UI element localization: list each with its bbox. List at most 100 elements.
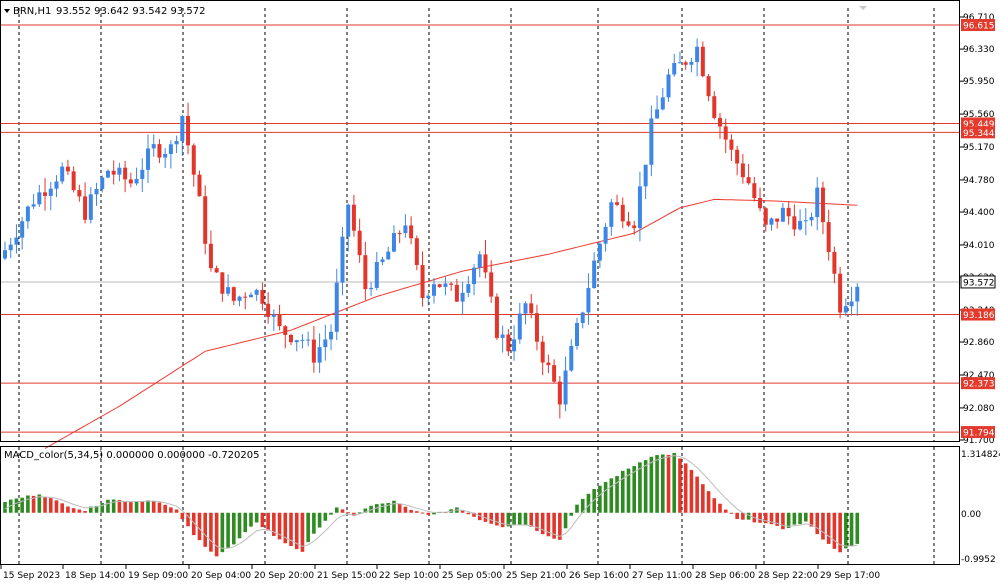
- macd-bar: [220, 512, 225, 553]
- macd-bar: [20, 497, 24, 513]
- macd-bar: [838, 512, 842, 553]
- macd-bar: [781, 512, 785, 530]
- price-tick-label: 95.560: [963, 110, 995, 120]
- candle-body: [849, 301, 854, 307]
- macd-frame: [0, 446, 960, 565]
- macd-bar: [329, 512, 333, 515]
- time-tick-label: 15 Sep 2023: [3, 571, 60, 581]
- time-axis: 15 Sep 2023 18 Sep 14:00 19 Sep 09:00 20 Se…: [0, 565, 880, 581]
- candle-body: [597, 243, 602, 261]
- candle-body: [65, 166, 70, 172]
- candle-body: [391, 233, 396, 252]
- candle-body: [323, 339, 328, 348]
- macd-bar: [100, 503, 105, 513]
- macd-bar: [804, 512, 808, 522]
- candle-body: [226, 287, 231, 294]
- candle-body: [214, 268, 219, 273]
- price-tick-label: 95.950: [963, 77, 995, 87]
- candle-body: [271, 314, 276, 317]
- macd-bar: [157, 502, 162, 513]
- dropdown-arrow-icon[interactable]: [4, 9, 10, 13]
- macd-bar: [60, 503, 64, 513]
- candle-body: [420, 265, 425, 299]
- macd-bar: [632, 466, 636, 513]
- macd-bar: [266, 512, 270, 531]
- macd-bar: [289, 512, 293, 546]
- candle-body: [735, 149, 740, 164]
- current-price-label: 93.572: [963, 278, 995, 288]
- candle-body: [237, 296, 242, 301]
- candle-body: [677, 62, 682, 64]
- candle-body: [763, 208, 768, 225]
- candle-body: [43, 192, 48, 196]
- candle-body: [449, 283, 454, 285]
- candle-body: [329, 331, 334, 340]
- candle-body: [117, 167, 122, 175]
- candle-body: [20, 221, 25, 238]
- candle-body: [437, 284, 442, 287]
- candle-body: [723, 126, 728, 140]
- candle-body: [775, 218, 780, 222]
- candle-body: [374, 262, 379, 288]
- macd-tick-label: 1.314824: [961, 450, 1000, 460]
- level-label-bg: [961, 126, 995, 139]
- candle-body: [289, 334, 293, 343]
- macd-bar: [66, 506, 70, 513]
- candle-body: [689, 61, 694, 65]
- macd-bar: [203, 512, 207, 547]
- candle-body: [718, 117, 722, 127]
- candle-body: [443, 283, 448, 287]
- candle-body: [780, 207, 785, 222]
- candle-body: [203, 196, 208, 244]
- macd-bar: [392, 500, 396, 513]
- candle-body: [48, 188, 53, 196]
- macd-bar: [340, 509, 345, 513]
- macd-bar: [83, 510, 87, 513]
- candle-body: [740, 163, 745, 178]
- candle-body: [466, 284, 471, 293]
- macd-bar: [518, 512, 522, 526]
- candle-body: [534, 313, 539, 342]
- candles: [3, 38, 860, 419]
- macd-bar: [140, 501, 145, 513]
- candle-body: [306, 339, 311, 341]
- candle-body: [517, 313, 522, 340]
- candle-body: [111, 170, 116, 175]
- macd-bar: [146, 500, 150, 513]
- candle-body: [792, 216, 797, 230]
- macd-bar: [294, 512, 299, 550]
- macd-bar: [237, 512, 242, 539]
- candle-body: [660, 97, 665, 110]
- candle-body: [809, 217, 814, 221]
- candle-body: [363, 255, 368, 290]
- candle-body: [128, 179, 133, 184]
- ohlc-values: 93.552 93.642 93.542 93.572: [56, 6, 206, 17]
- macd-tick-label: 0.00: [961, 510, 981, 520]
- candle-body: [60, 166, 65, 182]
- macd-bar: [214, 512, 219, 557]
- candle-body: [346, 204, 351, 237]
- time-tick-label: 26 Sep 16:00: [569, 571, 629, 581]
- macd-bar: [626, 468, 631, 513]
- candle-body: [231, 287, 236, 301]
- candle-body: [163, 154, 168, 158]
- level-label: 93.186: [963, 311, 995, 321]
- level-label-bg: [961, 308, 995, 321]
- time-tick-label: 20 Sep 04:00: [191, 571, 251, 581]
- candle-body: [494, 296, 499, 338]
- macd-bar: [249, 512, 253, 527]
- candle-body: [25, 206, 30, 222]
- macd-bar: [151, 501, 156, 513]
- candle-body: [700, 46, 705, 77]
- macd-bar: [226, 512, 230, 548]
- macd-bar: [689, 469, 694, 513]
- macd-bar: [809, 512, 814, 527]
- candle-body: [151, 144, 156, 149]
- macd-bar: [420, 512, 425, 514]
- candle-body: [397, 233, 402, 235]
- candle-body: [706, 76, 711, 97]
- macd-bar: [598, 485, 602, 513]
- scroll-arrow-icon[interactable]: [859, 6, 867, 10]
- price-axis: 96.710 96.330 95.950 95.560 95.170 94.780 94.4…: [960, 13, 1000, 565]
